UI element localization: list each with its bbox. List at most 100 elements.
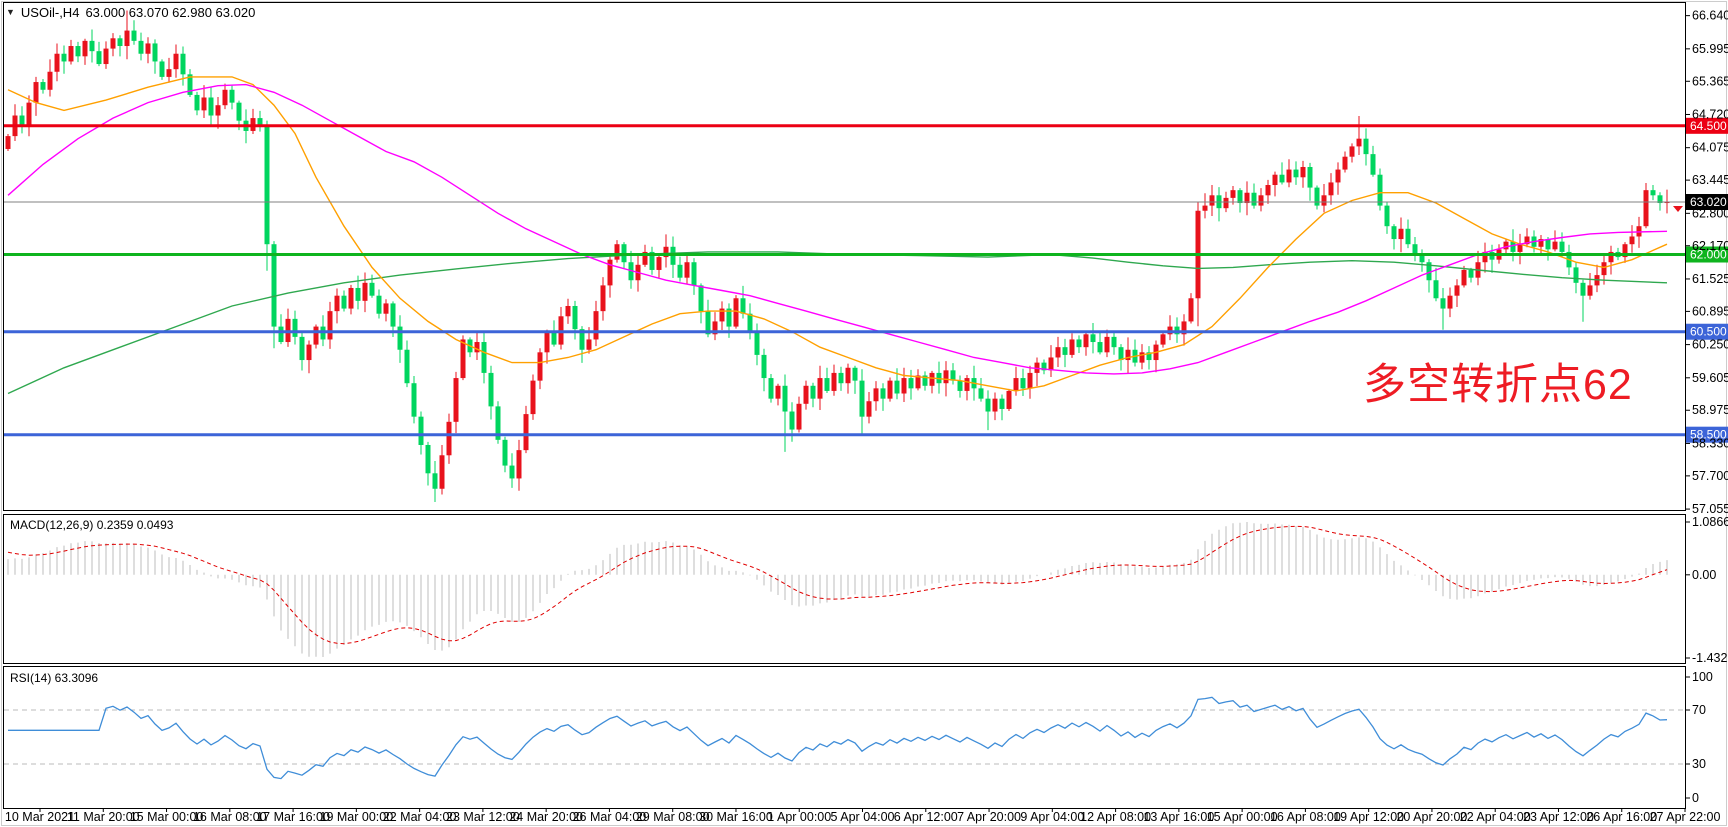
candle-body — [1587, 285, 1593, 296]
candle-body — [999, 398, 1005, 409]
candle-body — [838, 372, 844, 384]
candle-body — [572, 305, 578, 330]
candle-body — [1118, 347, 1124, 361]
candle-body — [1265, 185, 1271, 196]
candle-body — [1517, 244, 1523, 252]
candle-body — [194, 94, 200, 111]
time-axis-label: 6 Apr 12:00 — [894, 810, 958, 824]
candle-body — [964, 378, 970, 391]
macd-axis-tick-label: -1.4328 — [1692, 651, 1728, 665]
price-level-badge-label: 60.500 — [1690, 325, 1727, 339]
candle-body — [222, 89, 228, 106]
candle-body — [579, 329, 585, 350]
price-axis-tick-label: 61.525 — [1692, 272, 1728, 286]
time-axis-label: 19 Apr 12:00 — [1333, 810, 1404, 824]
candle-body — [1629, 236, 1635, 245]
candle-body — [1377, 174, 1383, 206]
candle-body — [1055, 347, 1061, 358]
candle-body — [1314, 187, 1320, 206]
macd-histogram — [7, 522, 1668, 657]
candle-body — [523, 414, 529, 451]
symbol-dropdown-icon[interactable]: ▼ — [6, 7, 15, 17]
candle-body — [1223, 197, 1229, 209]
candle-body — [1160, 334, 1166, 345]
candle-body — [656, 257, 662, 270]
candle-body — [775, 385, 781, 399]
candle-body — [1608, 251, 1614, 263]
candle-body — [89, 40, 95, 52]
candle-body — [40, 82, 46, 90]
last-price-marker-icon — [1673, 206, 1683, 212]
chart-annotation-text[interactable]: 多空转折点62 — [1363, 361, 1633, 409]
candle-body — [397, 326, 403, 350]
candle-body — [1524, 236, 1530, 245]
time-axis-label: 20 Apr 20:00 — [1396, 810, 1467, 824]
candle-body — [264, 125, 270, 245]
candle-body — [1363, 138, 1369, 155]
candle-body — [1286, 169, 1292, 183]
candle-body — [103, 48, 109, 65]
time-axis-label: 19 Mar 00:00 — [320, 810, 394, 824]
price-axis-tick-label: 58.975 — [1692, 403, 1728, 417]
candle-body — [852, 367, 858, 381]
candle-body — [1398, 228, 1404, 240]
candle-body — [47, 71, 53, 90]
candle-body — [901, 378, 907, 394]
time-axis-label: 9 Apr 04:00 — [1020, 810, 1084, 824]
main-price-panel — [3, 2, 1686, 511]
candle-body — [1384, 205, 1390, 227]
candle-body — [159, 61, 165, 77]
candle-body — [1020, 378, 1026, 389]
candle-body — [1069, 339, 1075, 355]
candle-body — [915, 375, 921, 389]
time-axis-label: 22 Apr 04:00 — [1460, 810, 1531, 824]
rsi-axis-tick-label: 0 — [1692, 791, 1699, 805]
candle-body — [733, 298, 739, 327]
candle-body — [1321, 195, 1327, 206]
candle-body — [257, 118, 263, 126]
candle-body — [705, 311, 711, 335]
candle-body — [68, 46, 74, 62]
candle-body — [173, 53, 179, 70]
candle-body — [1503, 241, 1509, 250]
candle-body — [1237, 190, 1243, 204]
candle-body — [432, 473, 438, 489]
price-axis-tick-label: 64.720 — [1692, 107, 1728, 121]
candle-body — [1433, 280, 1439, 299]
candle-body — [138, 40, 144, 54]
candle-body — [215, 105, 221, 116]
candle-body — [1482, 251, 1488, 263]
fast-ma-line — [7, 76, 1668, 392]
candle-body — [26, 102, 32, 126]
candle-body — [446, 421, 452, 456]
candle-body — [306, 344, 312, 361]
candle-body — [166, 69, 172, 77]
price-axis-tick-label: 62.800 — [1692, 206, 1728, 220]
slow-ma-line — [7, 251, 1668, 395]
candle-body — [54, 53, 60, 72]
candle-body — [152, 43, 158, 62]
price-axis-tick-label: 63.445 — [1692, 173, 1728, 187]
macd-axis-tick-label: 0.00 — [1692, 568, 1716, 582]
candle-body — [509, 465, 515, 479]
macd-axis-tick-label: 1.0866 — [1692, 515, 1728, 529]
price-axis-tick-label: 57.055 — [1692, 502, 1728, 516]
candle-body — [1272, 174, 1278, 186]
candle-body — [460, 339, 466, 379]
candle-body — [642, 251, 648, 265]
candle-body — [362, 282, 368, 301]
candle-body — [117, 38, 123, 47]
price-level-badge — [1686, 426, 1728, 443]
candle-body — [278, 326, 284, 343]
candle-body — [1090, 334, 1096, 343]
candle-body — [1510, 241, 1516, 252]
candle-body — [201, 97, 207, 111]
candle-body — [1013, 378, 1019, 391]
candle-body — [1076, 339, 1082, 348]
current-price-badge — [1686, 194, 1728, 210]
medium-ma-line — [7, 83, 1668, 375]
candle-body — [607, 259, 613, 286]
candle-body — [824, 378, 830, 391]
candle-body — [957, 380, 963, 391]
candle-body — [922, 375, 928, 386]
